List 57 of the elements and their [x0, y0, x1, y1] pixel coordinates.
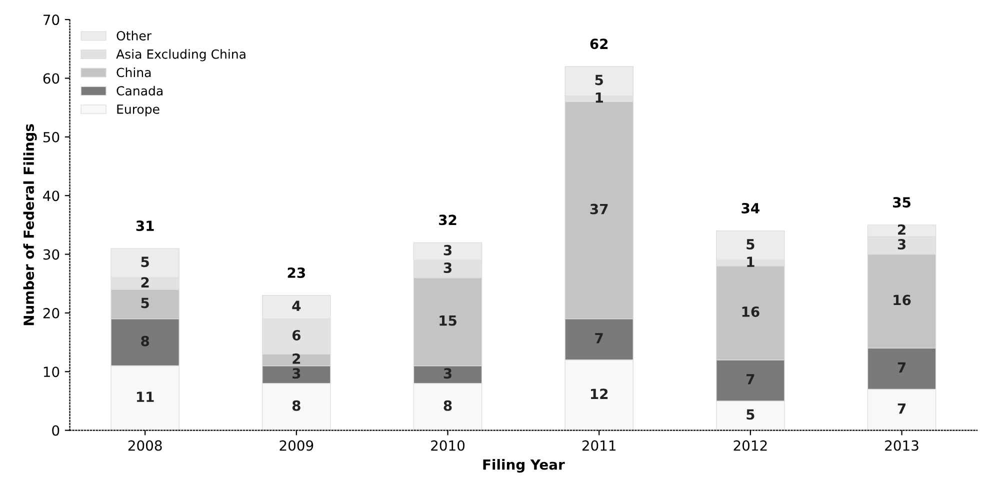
x-axis-title: Filing Year: [483, 459, 565, 473]
data-label: 3: [898, 239, 906, 250]
total-label: 32: [439, 214, 456, 226]
data-label: 5: [141, 298, 149, 308]
y-tick-label: 10: [44, 366, 60, 378]
x-tick-label: 2009: [280, 440, 314, 451]
data-label: 3: [292, 368, 300, 379]
data-label: 7: [898, 403, 906, 414]
y-axis-title: Number of Federal Filings: [23, 124, 37, 326]
y-tick-label: 60: [43, 73, 60, 84]
data-label: 2: [898, 224, 906, 235]
data-label: 3: [444, 262, 452, 273]
y-tick-label: 0: [52, 425, 60, 436]
x-tick-label: 2011: [582, 440, 616, 451]
total-label: 31: [136, 220, 154, 232]
legend-label: China: [116, 68, 151, 78]
data-label: 16: [894, 294, 911, 306]
data-label: 8: [292, 400, 300, 411]
data-label: 8: [141, 336, 150, 346]
x-tick-label: 2013: [885, 440, 918, 451]
data-label: 7: [746, 374, 754, 384]
total-label: 34: [742, 202, 760, 214]
data-label: 1: [747, 256, 754, 267]
data-label: 7: [595, 333, 603, 344]
data-label: 37: [590, 204, 608, 214]
legend-label: Europe: [117, 104, 160, 116]
legend-label: Canada: [116, 86, 162, 96]
y-tick-label: 40: [43, 190, 60, 202]
y-tick-label: 50: [43, 132, 60, 142]
data-label: 2: [141, 277, 149, 288]
y-tick-label: 30: [43, 249, 60, 260]
legend-label: Asia Excluding China: [116, 49, 246, 62]
x-tick-label: 2012: [734, 440, 767, 451]
data-label: 16: [742, 306, 760, 317]
data-label: 3: [444, 368, 452, 379]
y-tick-label: 70: [44, 14, 60, 26]
data-label: 6: [292, 330, 301, 340]
total-label: 62: [590, 38, 608, 50]
data-label: 5: [746, 409, 754, 420]
data-label: 1: [596, 92, 603, 103]
data-label: 12: [590, 388, 608, 399]
data-label: 5: [595, 74, 603, 86]
total-label: 35: [893, 197, 910, 208]
data-label: 5: [141, 256, 149, 268]
data-label: 5: [746, 239, 754, 250]
data-label: 8: [444, 400, 452, 411]
legend-label: Other: [116, 30, 152, 40]
data-label: 15: [440, 315, 456, 326]
data-label: 2: [292, 353, 300, 364]
x-tick-label: 2008: [128, 440, 162, 451]
data-label: 7: [898, 362, 906, 373]
total-label: 23: [288, 267, 305, 278]
data-label: 11: [136, 392, 154, 402]
x-tick-label: 2010: [431, 440, 465, 451]
data-label: 3: [444, 244, 452, 256]
y-tick-label: 20: [43, 308, 60, 318]
data-label: 4: [292, 300, 301, 311]
